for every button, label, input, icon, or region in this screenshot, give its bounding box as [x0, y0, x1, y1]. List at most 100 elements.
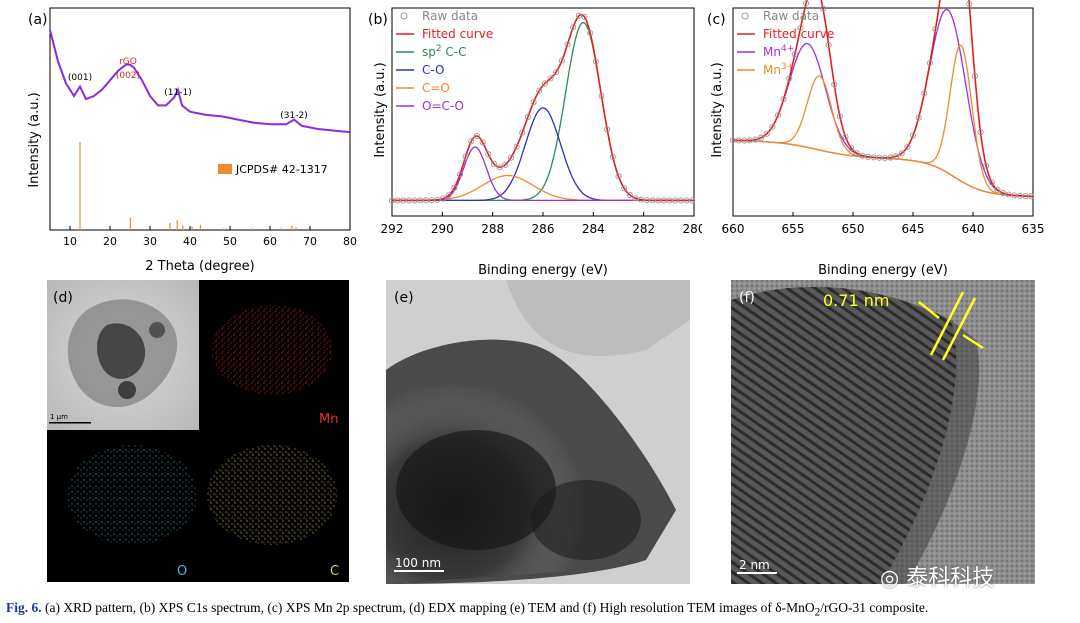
jcpds-legend-label: JCPDS# 42-1317 [235, 163, 328, 176]
x-tick-label: 70 [303, 235, 317, 248]
label-f: (f) [739, 290, 755, 306]
figure-caption: Fig. 6. (a) XRD pattern, (b) XPS C1s spe… [6, 600, 1076, 619]
xps-raw-point [909, 132, 917, 139]
panel-d-edx-mapping: 1 μm (d) Mn O C [47, 280, 349, 582]
xps-raw-point [926, 59, 933, 67]
lattice-spacing-label: 0.71 nm [823, 291, 889, 310]
xps-raw-point [853, 150, 860, 157]
xps-raw-point [411, 197, 418, 204]
xps-raw-point [797, 24, 804, 32]
map-o-label: O [177, 564, 187, 579]
caption-sub: 2 [814, 606, 821, 619]
xps-raw-point [677, 197, 684, 204]
x-tick-label: 290 [431, 222, 454, 236]
xps-raw-point [405, 197, 413, 204]
xps-raw-point [763, 130, 770, 137]
x-tick-label: 20 [103, 235, 117, 248]
xps-raw-point [536, 87, 543, 94]
xps-raw-point [746, 137, 753, 144]
xps-raw-point [999, 190, 1007, 197]
xps-component-curve [392, 146, 694, 202]
xps-raw-point [485, 151, 492, 158]
xps-raw-point [971, 72, 978, 80]
xps-raw-point [502, 161, 509, 168]
xps-raw-point [394, 197, 401, 204]
xps-raw-point [966, 0, 973, 7]
xps-raw-point [558, 57, 565, 64]
xps-raw-point [621, 185, 628, 192]
xps-raw-point [615, 173, 622, 180]
xps-raw-point [649, 197, 656, 204]
watermark-text: 泰科科技 [906, 566, 995, 591]
xps-raw-point [530, 99, 537, 106]
chart-c-xlabel: Binding energy (eV) [818, 263, 948, 278]
xps-raw-point [439, 195, 447, 202]
legend-label: Raw data [422, 9, 478, 23]
xps-raw-point [1005, 191, 1012, 198]
xps-raw-point [456, 171, 463, 178]
x-tick-label: 284 [582, 222, 605, 236]
xps-raw-point [660, 197, 667, 204]
map-c-label: C [330, 564, 339, 579]
chart-c-ylabel: Intensity (a.u.) [710, 62, 725, 157]
xps-raw-point [655, 197, 662, 204]
chart-c-xps-mn2p: (c) Intensity (a.u.) 660 655 650 645 640 635 R… [707, 0, 1044, 278]
edx-maps: 1 μm (d) Mn O C [47, 280, 339, 579]
xps-raw-point [848, 144, 855, 151]
x-tick-label: 286 [532, 222, 555, 236]
watermark: ◎ 泰科科技 [880, 560, 994, 592]
legend-label: Fitted curve [763, 27, 834, 41]
xps-raw-point [451, 184, 458, 191]
legend-marker [400, 12, 408, 20]
legend-marker [741, 12, 749, 20]
xps-raw-point [445, 192, 452, 199]
xps-raw-point [983, 162, 990, 169]
xps-raw-point [626, 191, 633, 199]
xrd-peak-label: rGO [119, 57, 137, 67]
xps-raw-point [831, 81, 838, 88]
xrd-peak-label: (11-1) [164, 88, 191, 98]
xps-raw-point [564, 41, 571, 48]
xps-raw-point [598, 92, 605, 99]
xps-raw-point [864, 153, 872, 160]
xps-raw-point [632, 195, 639, 202]
xps-raw-point [496, 164, 503, 171]
x-tick-label: 292 [381, 222, 404, 236]
xps-raw-point [490, 160, 497, 167]
x-tick-label: 80 [343, 235, 357, 248]
xps-raw-point [769, 123, 776, 130]
xps-raw-point [977, 129, 984, 136]
x-tick-label: 650 [842, 222, 865, 236]
x-tick-label: 645 [902, 222, 925, 236]
wechat-icon: ◎ [880, 566, 900, 591]
xps-raw-point [786, 75, 793, 82]
xps-raw-point [932, 26, 939, 33]
x-tick-label: 50 [223, 235, 237, 248]
legend-label: C=O [422, 81, 450, 95]
xps-raw-point [988, 179, 995, 186]
xps-raw-point [774, 112, 782, 119]
xrd-peak-label: (001) [68, 73, 92, 83]
xps-baseline [733, 139, 1033, 197]
jcpds-legend-swatch [218, 164, 232, 174]
chart-c-label: (c) [707, 12, 726, 28]
xps-raw-point [575, 12, 582, 19]
xps-raw-point [887, 154, 894, 161]
xps-raw-point [859, 152, 866, 159]
x-tick-label: 660 [722, 222, 745, 236]
xps-raw-point [752, 136, 759, 143]
xps-raw-point [473, 132, 480, 139]
xps-raw-point [1011, 192, 1018, 199]
x-tick-label: 288 [481, 222, 504, 236]
xps-raw-point [994, 186, 1001, 193]
xrd-peak-label: (31-2) [280, 111, 307, 121]
legend-label: sp2 C-C [422, 44, 467, 59]
xps-raw-point [519, 129, 526, 136]
label-e: (e) [394, 290, 414, 306]
xps-fitted-curve [732, 0, 1033, 198]
xps-raw-point [904, 143, 911, 150]
chart-a-xlabel: 2 Theta (degree) [145, 259, 254, 274]
xps-raw-point [758, 134, 765, 141]
legend-label: Mn3+ [763, 62, 794, 77]
x-tick-label: 30 [143, 235, 157, 248]
